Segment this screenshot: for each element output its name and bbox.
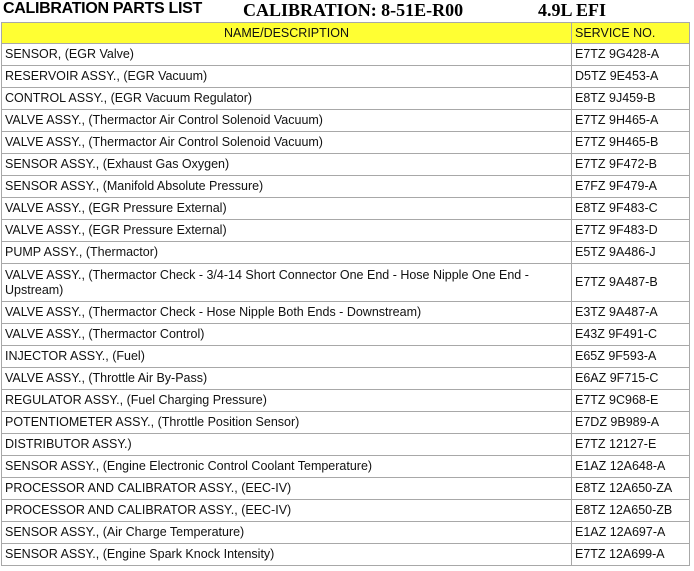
service-number: E8TZ 9F483-C <box>571 197 690 220</box>
table-row: SENSOR ASSY., (Engine Electronic Control… <box>1 455 690 478</box>
part-name: RESERVOIR ASSY., (EGR Vacuum) <box>1 65 572 88</box>
service-number: E1AZ 12A648-A <box>571 455 690 478</box>
service-number: E8TZ 12A650-ZA <box>571 477 690 500</box>
part-name: SENSOR ASSY., (Air Charge Temperature) <box>1 521 572 544</box>
part-name: VALVE ASSY., (Thermactor Control) <box>1 323 572 346</box>
service-number: E7TZ 12127-E <box>571 433 690 456</box>
table-row: SENSOR ASSY., (Exhaust Gas Oxygen) E7TZ 9… <box>1 153 690 176</box>
service-number: E1AZ 12A697-A <box>571 521 690 544</box>
service-number: E6AZ 9F715-C <box>571 367 690 390</box>
service-number: E65Z 9F593-A <box>571 345 690 368</box>
engine-label: 4.9L EFI <box>538 0 607 20</box>
table-row: VALVE ASSY., (Thermactor Check - 3/4-14 … <box>1 263 690 302</box>
table-row: CONTROL ASSY., (EGR Vacuum Regulator) E8T… <box>1 87 690 110</box>
table-row: VALVE ASSY., (EGR Pressure External) E8TZ… <box>1 197 690 220</box>
part-name: PROCESSOR AND CALIBRATOR ASSY., (EEC-IV) <box>1 477 572 500</box>
table-row: SENSOR, (EGR Valve) E7TZ 9G428-A <box>1 43 690 66</box>
service-number: E7TZ 9F472-B <box>571 153 690 176</box>
table-row: VALVE ASSY., (Throttle Air By-Pass) E6AZ … <box>1 367 690 390</box>
service-number: E8TZ 9J459-B <box>571 87 690 110</box>
part-name: SENSOR ASSY., (Engine Electronic Control… <box>1 455 572 478</box>
header-name: NAME/DESCRIPTION <box>1 22 572 44</box>
part-name: PROCESSOR AND CALIBRATOR ASSY., (EEC-IV) <box>1 499 572 522</box>
table-row: PROCESSOR AND CALIBRATOR ASSY., (EEC-IV)… <box>1 477 690 500</box>
table-row: PUMP ASSY., (Thermactor) E5TZ 9A486-J <box>1 241 690 264</box>
part-name: DISTRIBUTOR ASSY.) <box>1 433 572 456</box>
service-number: E7TZ 9H465-A <box>571 109 690 132</box>
table-row: REGULATOR ASSY., (Fuel Charging Pressure… <box>1 389 690 412</box>
part-name: SENSOR ASSY., (Manifold Absolute Pressur… <box>1 175 572 198</box>
part-name: VALVE ASSY., (Throttle Air By-Pass) <box>1 367 572 390</box>
part-name: INJECTOR ASSY., (Fuel) <box>1 345 572 368</box>
calibration-code: CALIBRATION: 8-51E-R00 <box>243 0 464 20</box>
part-name: VALVE ASSY., (Thermactor Air Control Sol… <box>1 131 572 154</box>
part-name: VALVE ASSY., (Thermactor Check - 3/4-14 … <box>1 263 572 302</box>
table-row: PROCESSOR AND CALIBRATOR ASSY., (EEC-IV)… <box>1 499 690 522</box>
service-number: E7TZ 9G428-A <box>571 43 690 66</box>
service-number: E7TZ 9A487-B <box>571 263 690 302</box>
header-service: SERVICE NO. <box>571 22 690 44</box>
table-row: VALVE ASSY., (Thermactor Control) E43Z 9F… <box>1 323 690 346</box>
table-row: SENSOR ASSY., (Air Charge Temperature) E1… <box>1 521 690 544</box>
service-number: E7FZ 9F479-A <box>571 175 690 198</box>
part-name: VALVE ASSY., (EGR Pressure External) <box>1 219 572 242</box>
table-row: VALVE ASSY., (Thermactor Check - Hose Ni… <box>1 301 690 324</box>
part-name: VALVE ASSY., (Thermactor Check - Hose Ni… <box>1 301 572 324</box>
table-row: SENSOR ASSY., (Manifold Absolute Pressur… <box>1 175 690 198</box>
part-name: SENSOR ASSY., (Exhaust Gas Oxygen) <box>1 153 572 176</box>
table-row: INJECTOR ASSY., (Fuel) E65Z 9F593-A <box>1 345 690 368</box>
service-number: E7TZ 12A699-A <box>571 543 690 566</box>
table-row: DISTRIBUTOR ASSY.) E7TZ 12127-E <box>1 433 690 456</box>
service-number: E7TZ 9F483-D <box>571 219 690 242</box>
service-number: E8TZ 12A650-ZB <box>571 499 690 522</box>
parts-table: NAME/DESCRIPTION SERVICE NO. SENSOR, (EG… <box>1 22 690 566</box>
table-row: VALVE ASSY., (Thermactor Air Control Sol… <box>1 109 690 132</box>
part-name: SENSOR ASSY., (Engine Spark Knock Intens… <box>1 543 572 566</box>
service-number: D5TZ 9E453-A <box>571 65 690 88</box>
part-name: SENSOR, (EGR Valve) <box>1 43 572 66</box>
title-bar: CALIBRATION PARTS LIST CALIBRATION: 8-51… <box>0 0 694 22</box>
table-row: POTENTIOMETER ASSY., (Throttle Position … <box>1 411 690 434</box>
service-number: E7TZ 9H465-B <box>571 131 690 154</box>
service-number: E7DZ 9B989-A <box>571 411 690 434</box>
part-name: REGULATOR ASSY., (Fuel Charging Pressure… <box>1 389 572 412</box>
part-name: VALVE ASSY., (EGR Pressure External) <box>1 197 572 220</box>
service-number: E3TZ 9A487-A <box>571 301 690 324</box>
table-row: SENSOR ASSY., (Engine Spark Knock Intens… <box>1 543 690 566</box>
table-header: NAME/DESCRIPTION SERVICE NO. <box>1 22 690 44</box>
service-number: E7TZ 9C968-E <box>571 389 690 412</box>
service-number: E43Z 9F491-C <box>571 323 690 346</box>
table-row: RESERVOIR ASSY., (EGR Vacuum) D5TZ 9E453-… <box>1 65 690 88</box>
page-title: CALIBRATION PARTS LIST <box>3 0 203 17</box>
part-name: CONTROL ASSY., (EGR Vacuum Regulator) <box>1 87 572 110</box>
part-name: VALVE ASSY., (Thermactor Air Control Sol… <box>1 109 572 132</box>
part-name: POTENTIOMETER ASSY., (Throttle Position … <box>1 411 572 434</box>
table-row: VALVE ASSY., (EGR Pressure External) E7TZ… <box>1 219 690 242</box>
table-row: VALVE ASSY., (Thermactor Air Control Sol… <box>1 131 690 154</box>
part-name: PUMP ASSY., (Thermactor) <box>1 241 572 264</box>
service-number: E5TZ 9A486-J <box>571 241 690 264</box>
